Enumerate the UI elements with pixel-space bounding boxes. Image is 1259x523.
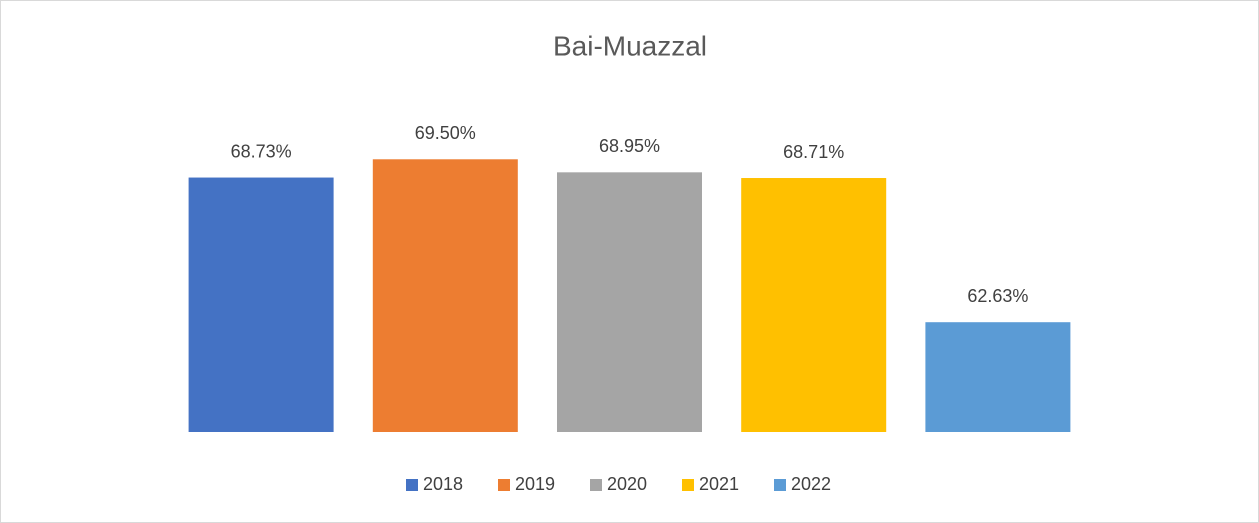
data-label: 69.50% xyxy=(415,123,476,143)
legend-swatch xyxy=(406,479,418,491)
legend-swatch xyxy=(498,479,510,491)
bar xyxy=(188,177,334,432)
bar xyxy=(925,322,1071,432)
data-label: 68.73% xyxy=(231,141,292,161)
bar xyxy=(741,178,887,432)
chart-title: Bai-Muazzal xyxy=(553,30,707,61)
legend-swatch xyxy=(590,479,602,491)
legend-label: 2019 xyxy=(515,474,555,494)
data-label: 68.95% xyxy=(599,136,660,156)
bar xyxy=(557,172,702,433)
legend-label: 2018 xyxy=(423,474,463,494)
data-label: 68.71% xyxy=(783,142,844,162)
legend-swatch xyxy=(774,479,786,491)
data-label: 62.63% xyxy=(967,286,1028,306)
bar xyxy=(372,159,518,433)
legend-swatch xyxy=(682,479,694,491)
legend-label: 2021 xyxy=(699,474,739,494)
legend-label: 2022 xyxy=(791,474,831,494)
legend-label: 2020 xyxy=(607,474,647,494)
